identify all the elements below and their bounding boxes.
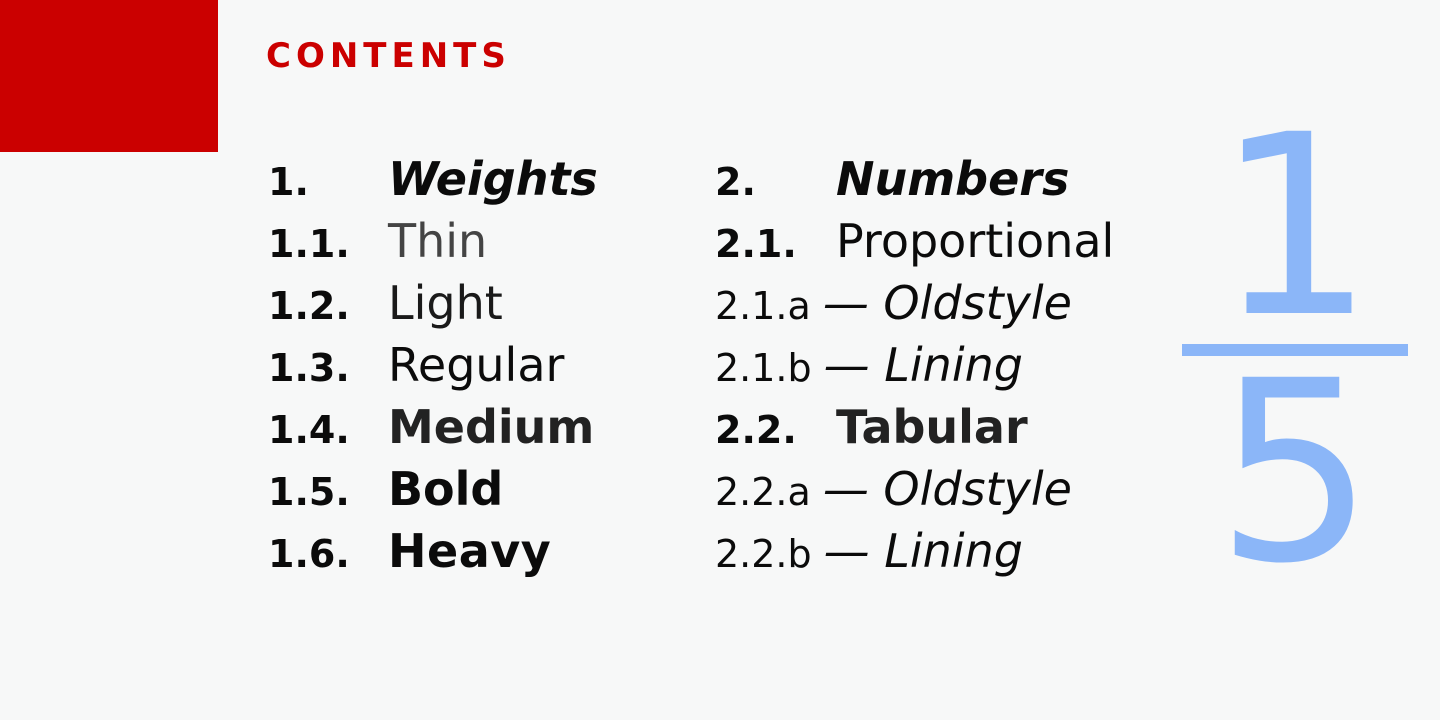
toc-label: Proportional — [836, 214, 1115, 268]
toc-number: 2.1.b — [715, 346, 812, 390]
toc-number: 1.5. — [268, 470, 350, 514]
toc-label: Medium — [388, 400, 595, 454]
toc-label: Bold — [388, 462, 504, 516]
toc-number: 2.1.a — [715, 284, 811, 328]
fraction-bar — [1182, 344, 1408, 356]
toc-number: 1.4. — [268, 408, 350, 452]
toc-number: 2. — [715, 160, 756, 204]
toc-numbers: 2. Numbers 2.1. Proportional 2.1.a — Oldsty… — [715, 148, 1114, 582]
toc-item: 1.3. Regular — [268, 334, 598, 396]
toc-item: 2.2.b — Lining — [715, 520, 1114, 582]
toc-item: 1.2. Light — [268, 272, 598, 334]
toc-item: 1.1. Thin — [268, 210, 598, 272]
toc-number: 1.3. — [268, 346, 350, 390]
toc-label: Regular — [388, 338, 565, 392]
toc-item: 2.2.a — Oldstyle — [715, 458, 1114, 520]
toc-item: 2.1.b — Lining — [715, 334, 1114, 396]
toc-number: 2.2. — [715, 408, 797, 452]
toc-item: 1.5. Bold — [268, 458, 598, 520]
toc-label: Heavy — [388, 524, 552, 578]
toc-label: Numbers — [836, 152, 1070, 206]
toc-weights: 1. Weights 1.1. Thin 1.2. Light 1.3. Regular… — [268, 148, 598, 582]
toc-label: Thin — [388, 214, 488, 268]
toc-number: 2.2.a — [715, 470, 811, 514]
toc-label: — Oldstyle — [822, 276, 1072, 330]
toc-label: Light — [388, 276, 503, 330]
toc-item: 2.1. Proportional — [715, 210, 1114, 272]
fraction-numerator: 1 — [1215, 81, 1375, 372]
toc-number: 1.6. — [268, 532, 350, 576]
toc-item: 2.1.a — Oldstyle — [715, 272, 1114, 334]
toc-item: 1.6. Heavy — [268, 520, 598, 582]
red-accent-block — [0, 0, 218, 152]
toc-label: Tabular — [836, 400, 1028, 454]
toc-number: 2.2.b — [715, 532, 812, 576]
page-title: CONTENTS — [266, 36, 511, 76]
toc-item: 2. Numbers — [715, 148, 1114, 210]
toc-label: — Oldstyle — [822, 462, 1072, 516]
toc-item: 1. Weights — [268, 148, 598, 210]
toc-item: 1.4. Medium — [268, 396, 598, 458]
toc-label: Weights — [388, 152, 598, 206]
toc-number: 2.1. — [715, 222, 797, 266]
toc-item: 2.2. Tabular — [715, 396, 1114, 458]
toc-number: 1.2. — [268, 284, 350, 328]
fraction-denominator: 5 — [1215, 327, 1375, 618]
toc-number: 1.1. — [268, 222, 350, 266]
toc-number: 1. — [268, 160, 309, 204]
toc-label: — Lining — [823, 524, 1023, 578]
fraction-graphic: 1 5 — [1180, 90, 1410, 610]
toc-label: — Lining — [823, 338, 1023, 392]
